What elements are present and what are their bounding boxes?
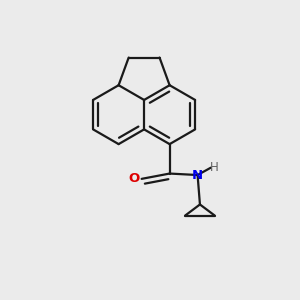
Text: N: N [192, 169, 203, 182]
Text: O: O [129, 172, 140, 185]
Text: H: H [209, 161, 218, 174]
